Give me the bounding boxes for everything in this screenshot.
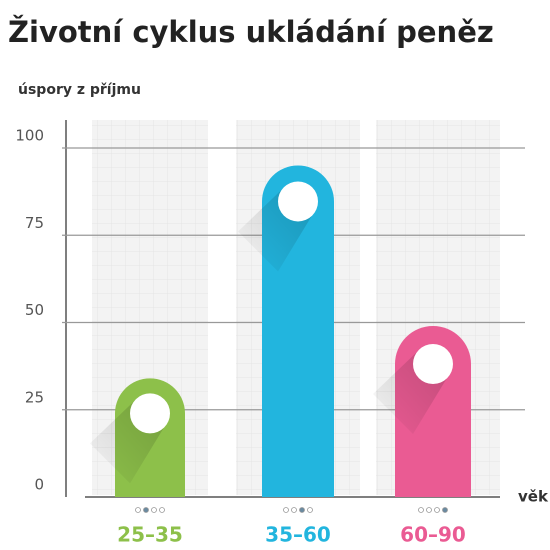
y-tick-label: 50: [25, 301, 44, 319]
page-dot: [283, 507, 289, 513]
page-dot: [299, 507, 305, 513]
y-tick-label: 100: [15, 127, 44, 145]
x-axis-label: věk: [518, 488, 549, 506]
x-tick-label: 35–60: [265, 523, 331, 547]
bubble: [278, 181, 318, 222]
bubble: [413, 343, 453, 384]
page-dot: [151, 507, 157, 513]
y-tick-label: 75: [25, 214, 44, 232]
page-dot: [135, 507, 141, 513]
chart-title: Životní cyklus ukládání peněz: [8, 15, 494, 49]
x-tick-label: 60–90: [400, 523, 466, 547]
page-dot: [442, 507, 448, 513]
y-axis-label: úspory z příjmu: [18, 82, 141, 98]
y-tick-label: 0: [34, 476, 44, 494]
page-dot: [143, 507, 149, 513]
page-dot: [307, 507, 313, 513]
bubble: [130, 393, 170, 434]
page-dot: [426, 507, 432, 513]
y-tick-label: 25: [25, 388, 44, 406]
page-dot: [434, 507, 440, 513]
x-tick-label: 25–35: [117, 523, 183, 547]
page-dot: [159, 507, 165, 513]
page-dot: [291, 507, 297, 513]
page-dot: [418, 507, 424, 513]
